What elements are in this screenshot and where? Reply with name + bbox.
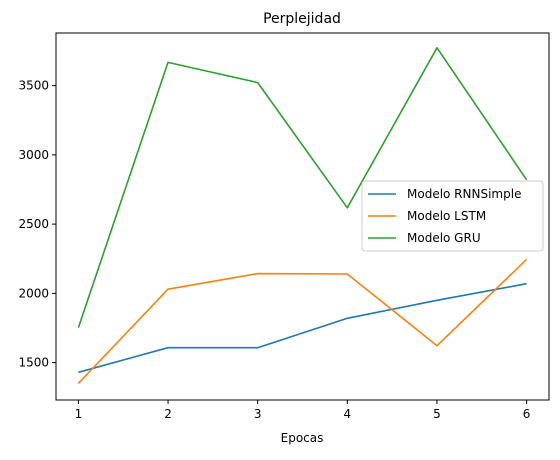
chart-title: Perplejidad (263, 11, 341, 27)
x-tick-label: 6 (523, 407, 531, 421)
legend-label-1: Modelo RNNSimple (407, 187, 521, 201)
y-tick-label: 3000 (18, 148, 49, 162)
x-tick-label: 4 (343, 407, 351, 421)
plot-frame (55, 32, 550, 401)
legend-label-2: Modelo LSTM (407, 209, 486, 223)
series-line-1 (78, 282, 527, 374)
y-axis: 1500 2000 2500 3000 3500 (18, 79, 56, 370)
x-tick-label: 5 (433, 407, 441, 421)
y-tick-label: 2500 (18, 217, 49, 231)
series-line-2 (77, 258, 528, 384)
legend: Modelo RNNSimple Modelo LSTM Modelo GRU (361, 180, 544, 252)
x-tick-label: 3 (254, 407, 262, 421)
x-tick-label: 2 (164, 407, 172, 421)
y-tick-label: 2000 (18, 286, 49, 300)
series-line-3 (77, 46, 528, 328)
x-axis: 1 2 3 4 5 6 (75, 400, 531, 421)
legend-box (361, 180, 544, 252)
y-tick-label: 3500 (18, 79, 49, 93)
legend-label-3: Modelo GRU (407, 231, 481, 245)
x-axis-label: Epocas (281, 431, 324, 445)
x-tick-label: 1 (75, 407, 83, 421)
series-layer (77, 46, 528, 384)
y-tick-label: 1500 (18, 356, 49, 370)
